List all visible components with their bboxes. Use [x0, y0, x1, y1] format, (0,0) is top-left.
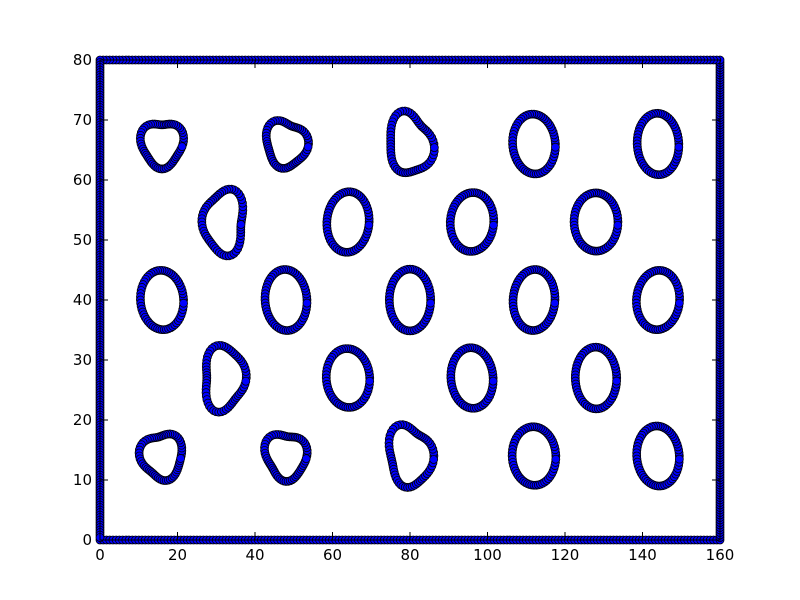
y-tick-label: 50 — [73, 231, 92, 249]
data-point — [490, 221, 498, 229]
y-tick-label: 30 — [73, 351, 92, 369]
x-tick-label: 0 — [95, 546, 105, 564]
data-point — [303, 299, 311, 307]
data-point — [430, 456, 438, 464]
x-tick-label: 40 — [245, 546, 264, 564]
data-point — [304, 143, 312, 151]
data-point — [489, 377, 497, 385]
y-tick-label: 70 — [73, 111, 92, 129]
data-point — [552, 455, 560, 463]
x-tick-label: 160 — [706, 546, 735, 564]
x-tick-label: 140 — [628, 546, 657, 564]
y-tick-label: 60 — [73, 171, 92, 189]
data-point — [675, 455, 683, 463]
data-point — [675, 299, 683, 307]
data-point — [427, 299, 435, 307]
data-point — [366, 377, 374, 385]
y-tick-label: 80 — [73, 51, 92, 69]
data-point — [237, 221, 245, 229]
data-point — [675, 143, 683, 151]
data-point — [613, 377, 621, 385]
x-tick-label: 20 — [168, 546, 187, 564]
x-tick-label: 80 — [400, 546, 419, 564]
data-point — [365, 221, 373, 229]
data-point — [242, 377, 250, 385]
data-point — [614, 221, 622, 229]
data-point — [302, 455, 310, 463]
y-tick-label: 20 — [73, 411, 92, 429]
data-point — [551, 143, 559, 151]
data-point — [180, 299, 188, 307]
data-point — [430, 144, 438, 152]
x-tick-label: 60 — [323, 546, 342, 564]
plot-background — [100, 60, 720, 540]
x-tick-label: 120 — [551, 546, 580, 564]
y-tick-label: 40 — [73, 291, 92, 309]
x-tick-label: 100 — [473, 546, 502, 564]
y-tick-label: 0 — [82, 531, 92, 549]
data-point — [178, 143, 186, 151]
data-point — [177, 454, 185, 462]
data-point — [551, 299, 559, 307]
y-tick-label: 10 — [73, 471, 92, 489]
